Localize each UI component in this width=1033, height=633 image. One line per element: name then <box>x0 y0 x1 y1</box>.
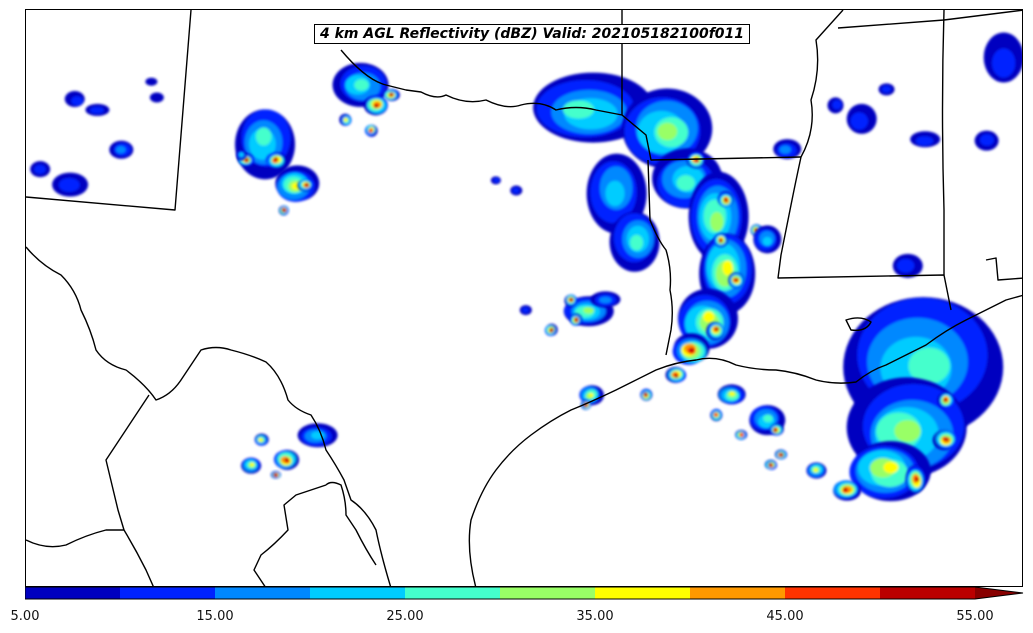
ok-ar-boundary <box>621 114 802 161</box>
echo-cell <box>519 305 532 316</box>
echo-cell <box>109 140 134 159</box>
echo-cell <box>544 323 558 336</box>
echo-cell <box>932 430 959 451</box>
colorbar-segment <box>880 587 975 599</box>
echo-cell <box>937 392 955 409</box>
echo-cell <box>892 253 923 278</box>
colorbar-tick-label: 55.00 <box>956 609 994 624</box>
echo-cell <box>254 433 269 446</box>
echo-cell <box>974 130 999 151</box>
echo-cell <box>363 95 388 116</box>
echo-cell <box>510 185 523 196</box>
colorbar-tick-label: 45.00 <box>766 609 804 624</box>
echo-cell <box>339 113 352 126</box>
mx-state-line-2 <box>26 529 154 586</box>
echo-cell <box>490 176 501 185</box>
echo-cell <box>30 161 51 178</box>
echo-cell <box>64 91 85 107</box>
colorbar-segment <box>25 587 120 599</box>
echo-cell <box>728 272 745 289</box>
echo-cell <box>590 291 621 308</box>
echo-cell <box>564 294 577 307</box>
tx-ok-boundary <box>340 10 623 116</box>
ar-la-boundary <box>777 156 952 311</box>
echo-cell <box>806 462 827 479</box>
colorbar-segment <box>690 587 785 599</box>
lake-outline <box>845 317 872 332</box>
mx-state-line-1 <box>105 394 150 531</box>
echo-cell <box>665 366 687 383</box>
map-title: 4 km AGL Reflectivity (dBZ) Valid: 20210… <box>314 24 751 44</box>
echo-cell <box>241 457 262 474</box>
echo-cell <box>773 139 802 160</box>
echo-cell <box>149 92 164 103</box>
echo-cell <box>905 465 926 494</box>
colorbar-segment <box>405 587 500 599</box>
echo-cell <box>827 97 844 114</box>
colorbar <box>25 587 1024 600</box>
echo-cell <box>878 83 895 96</box>
reflectivity-echoes <box>30 32 1022 502</box>
tx-la-boundary <box>647 159 673 356</box>
echo-cell <box>846 103 877 134</box>
rio-grande <box>26 246 392 586</box>
echo-cell <box>609 211 660 272</box>
echo-cell <box>713 233 728 248</box>
colorbar-outline <box>25 587 1024 600</box>
al-ga-boundary <box>837 10 1022 29</box>
gulf-coastline <box>468 294 1022 586</box>
echo-cell <box>753 225 782 254</box>
reflectivity-map: 4 km AGL Reflectivity (dBZ) Valid: 20210… <box>25 9 1023 587</box>
echo-cell <box>672 333 710 365</box>
echo-cell <box>586 153 647 234</box>
echo-cell <box>266 152 287 169</box>
echo-cell <box>622 88 713 169</box>
echo-cell <box>579 385 604 406</box>
echo-cell <box>774 449 787 460</box>
mx-state-line-3 <box>253 484 327 586</box>
echo-cell <box>270 470 281 479</box>
colorbar-segment <box>310 587 405 599</box>
colorbar-segment <box>595 587 690 599</box>
echo-cell <box>52 172 89 197</box>
echo-cell <box>717 384 746 405</box>
mx-state-line-4 <box>325 481 377 566</box>
coast-detail <box>985 257 1022 281</box>
echo-cell <box>85 103 110 116</box>
echo-cell <box>735 429 748 440</box>
colorbar-segment <box>120 587 215 599</box>
echo-cell <box>364 124 378 137</box>
echo-cell <box>764 459 778 470</box>
echo-cell <box>833 480 862 501</box>
colorbar-tick-label: 25.00 <box>386 609 424 624</box>
echo-cell <box>273 449 300 470</box>
colorbar-tick-label: 35.00 <box>576 609 614 624</box>
colorbar-extend-arrow <box>975 587 1023 599</box>
echo-cell <box>278 205 289 216</box>
nm-tx-boundary <box>26 10 192 211</box>
colorbar-tick-label: 15.00 <box>196 609 234 624</box>
echo-cell <box>717 191 734 208</box>
echo-cell <box>849 441 931 502</box>
echo-cell <box>910 131 941 148</box>
echo-cell <box>297 179 314 192</box>
map-canvas <box>26 10 1022 586</box>
echo-cell <box>769 423 784 436</box>
echo-cell <box>570 313 583 326</box>
colorbar-segment <box>785 587 880 599</box>
echo-cell <box>145 77 158 86</box>
echo-cell <box>710 408 723 422</box>
colorbar-segment <box>500 587 595 599</box>
echo-cell <box>706 321 725 340</box>
colorbar-tick-label: 5.00 <box>10 609 40 624</box>
colorbar-segment <box>215 587 310 599</box>
state-boundaries <box>26 10 1022 586</box>
echo-cell <box>236 150 247 161</box>
ne-boundary <box>800 10 844 158</box>
ms-al-boundary <box>941 10 945 275</box>
echo-cell <box>640 388 653 401</box>
echo-cell <box>383 89 400 102</box>
echo-cell <box>983 32 1022 83</box>
